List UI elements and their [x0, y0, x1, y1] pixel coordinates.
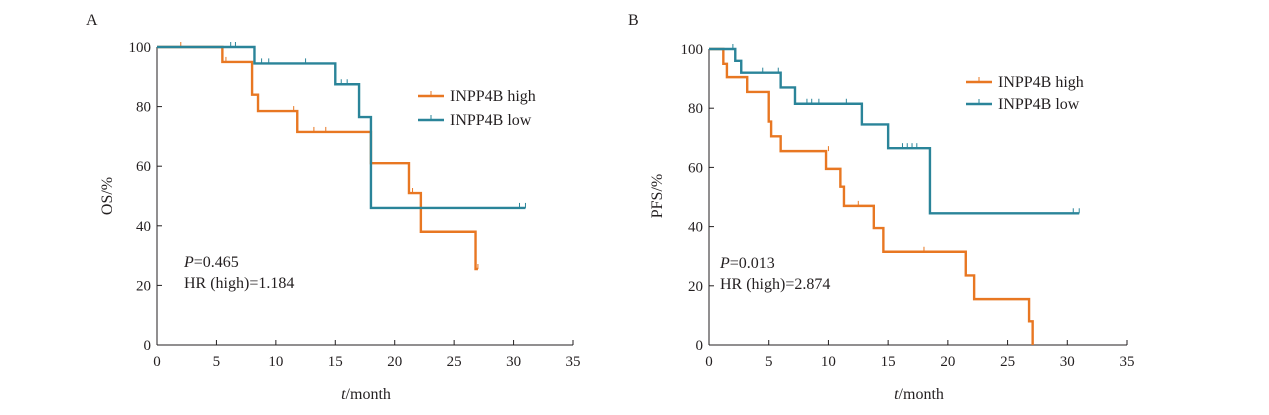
panel-a-x-tick-label: 30 — [506, 354, 521, 370]
panel-a-legend-low-label: INPP4B low — [450, 112, 532, 129]
panel-b-x-tick-label: 35 — [1120, 354, 1135, 370]
panel-a-legend-high-label: INPP4B high — [450, 88, 536, 105]
panel-a-y-tick-label: 40 — [136, 219, 151, 235]
panel-a-x-tick-label: 35 — [566, 354, 581, 370]
panel-b-y-tick-label: 100 — [681, 42, 704, 58]
panel-b-legend-low-label: INPP4B low — [998, 96, 1080, 113]
panel-a-x-tick-label: 5 — [213, 354, 221, 370]
panel-b-y-tick-label: 80 — [688, 101, 703, 117]
panel-a-legend: INPP4B high INPP4B low — [418, 88, 536, 129]
panel-a-x-tick-label: 25 — [447, 354, 462, 370]
panel-b-ticks: 0 5 10 15 20 25 30 35 0 20 40 60 80 100 — [681, 42, 1135, 370]
panel-b-x-tick-label: 10 — [821, 354, 836, 370]
panel-b-high-survival-curve — [709, 47, 1034, 345]
panel-b-p-value: P=0.013 — [719, 255, 775, 272]
panel-a-x-tick-label: 10 — [268, 354, 283, 370]
panel-a-y-axis-label: OS/% — [99, 177, 116, 215]
panel-b-legend-high-label: INPP4B high — [998, 74, 1084, 91]
panel-a-series — [157, 42, 526, 271]
panel-a-x-tick-label: 15 — [328, 354, 343, 370]
panel-b-low-survival-curve — [709, 47, 1080, 215]
panel-b-x-tick-label: 0 — [705, 354, 713, 370]
panel-a-axes — [156, 47, 573, 346]
panel-b-hazard-ratio: HR (high)=2.874 — [720, 276, 830, 293]
panel-a-x-axis-label: t/month — [341, 386, 391, 403]
panel-a-y-tick-label: 0 — [144, 338, 152, 354]
panel-a-high-survival-curve — [157, 45, 478, 271]
panel-a-y-tick-label: 80 — [136, 100, 151, 116]
panel-b-y-axis-label: PFS/% — [649, 174, 666, 218]
panel-b-x-tick-label: 30 — [1060, 354, 1075, 370]
panel-b-y-tick-label: 40 — [688, 220, 703, 236]
panel-b-x-tick-label: 5 — [765, 354, 773, 370]
panel-b-x-tick-label: 20 — [940, 354, 955, 370]
panel-b-x-tick-label: 15 — [881, 354, 896, 370]
panel-a-y-tick-label: 60 — [136, 159, 151, 175]
panel-a-y-tick-label: 100 — [129, 40, 152, 56]
panel-a-x-tick-label: 0 — [153, 354, 161, 370]
panel-a-label: A — [86, 12, 98, 29]
panel-a-p-value: P=0.465 — [183, 254, 239, 271]
panel-b-y-tick-label: 0 — [696, 338, 704, 354]
panel-b-label: B — [628, 12, 639, 29]
panel-a-os-chart: A 0 5 10 15 20 25 30 35 0 20 40 60 80 100 OS/% t/mont… — [86, 12, 581, 403]
panel-b-pfs-chart: B 0 5 10 15 20 25 30 35 0 20 40 60 80 100 PFS/% t/mon… — [628, 12, 1135, 403]
panel-b-legend: INPP4B high INPP4B low — [966, 74, 1084, 113]
panel-b-y-tick-label: 60 — [688, 160, 703, 176]
panel-b-axes — [708, 49, 1127, 346]
panel-a-ticks: 0 5 10 15 20 25 30 35 0 20 40 60 80 100 — [129, 40, 581, 370]
panel-b-series — [709, 44, 1080, 345]
panel-b-y-tick-label: 20 — [688, 279, 703, 295]
panel-b-x-tick-label: 25 — [1000, 354, 1015, 370]
panel-a-y-tick-label: 20 — [136, 278, 151, 294]
panel-a-x-tick-label: 20 — [387, 354, 402, 370]
panel-a-hazard-ratio: HR (high)=1.184 — [184, 275, 294, 292]
panel-b-x-axis-label: t/month — [894, 386, 944, 403]
